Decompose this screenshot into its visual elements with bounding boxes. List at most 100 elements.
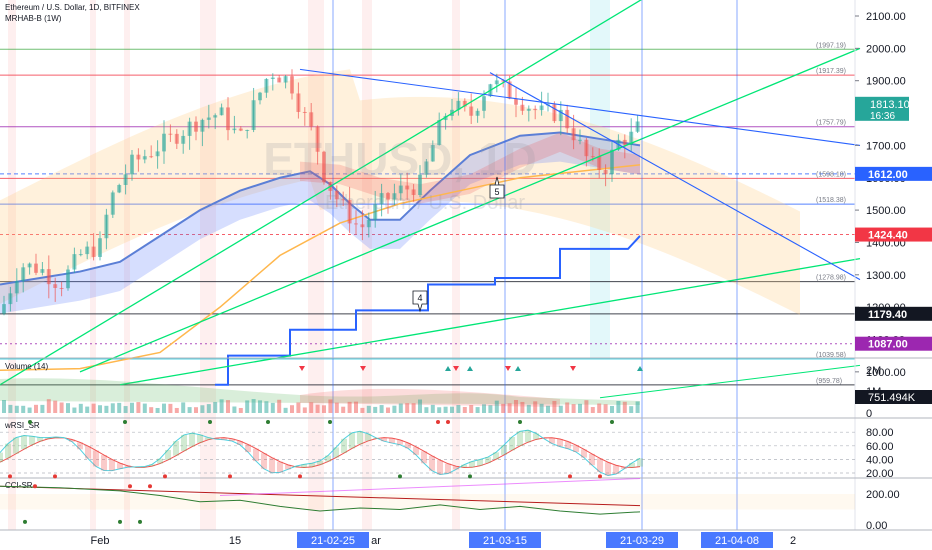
volume-bar <box>8 404 13 413</box>
price-tick-label: 1300.00 <box>866 270 906 282</box>
date-tag-label: 21-02-25 <box>311 535 355 547</box>
time-axis-label: 2 <box>790 535 796 547</box>
volume-bar <box>578 403 582 413</box>
cci-band <box>0 494 855 510</box>
volume-bar <box>450 406 454 413</box>
trendline-green <box>599 364 861 399</box>
candle-body <box>507 81 512 99</box>
indicator-label: MRHAB-B (1W) <box>5 14 62 23</box>
price-tag <box>855 166 932 181</box>
trendline-green <box>79 47 861 373</box>
candle-body <box>302 111 307 113</box>
rsi-marker <box>28 420 32 424</box>
volume-bar <box>264 401 269 413</box>
candle-body <box>142 156 147 160</box>
volume-bar <box>219 399 224 413</box>
volume-bar <box>309 402 314 413</box>
candle-body <box>334 190 339 200</box>
volume-bar <box>91 403 96 413</box>
candle-body <box>290 76 294 94</box>
candle-body <box>219 107 224 116</box>
rsi-tick-label: 80.00 <box>866 427 894 439</box>
date-tag <box>297 532 369 548</box>
current-price-tag <box>855 96 909 121</box>
volume-bar <box>315 404 320 413</box>
candle-body <box>494 80 499 85</box>
price-tick-label: 2000.00 <box>866 43 906 55</box>
candle-body <box>136 154 141 160</box>
candle-body <box>46 269 51 285</box>
watermark-name: Ethereum / U.S. Dollar <box>325 192 525 214</box>
candle-body <box>194 121 198 132</box>
volume-bar <box>437 407 442 413</box>
candle-body <box>418 174 422 195</box>
volume-bar <box>98 405 102 413</box>
volume-marker-up <box>467 366 473 371</box>
cci-marker <box>138 519 142 524</box>
volume-bar <box>46 399 51 413</box>
volume-bar <box>72 407 77 413</box>
rsi-marker <box>328 420 332 424</box>
candle-body <box>270 77 275 79</box>
price-tick-label: 1900.00 <box>866 76 906 88</box>
candle-body <box>341 199 346 201</box>
candle-body <box>398 185 403 194</box>
candle-body <box>322 151 326 182</box>
volume-bar <box>187 407 192 413</box>
candle-body <box>245 129 250 131</box>
candle-body <box>405 185 410 190</box>
candle-body <box>14 281 19 294</box>
volume-bar <box>552 400 557 413</box>
volume-bar <box>514 399 518 413</box>
shade-band <box>308 0 324 530</box>
rsi-marker <box>436 420 440 424</box>
volume-bar <box>539 403 544 413</box>
volume-bar <box>283 407 288 413</box>
volume-title: Volume (14) <box>5 362 48 371</box>
volume-bar <box>360 407 365 413</box>
volume-bar <box>379 405 384 413</box>
candle-body <box>386 193 390 200</box>
volume-bar <box>494 400 499 413</box>
candle-body <box>181 135 186 144</box>
candle-body <box>379 193 384 205</box>
volume-bar <box>59 402 64 413</box>
volume-tick-label: 2M <box>866 365 881 377</box>
volume-bar <box>590 407 595 413</box>
candle-body <box>251 100 256 130</box>
volume-bar <box>149 407 154 413</box>
volume-bar <box>482 404 486 413</box>
candle-body <box>226 107 230 131</box>
candle-body <box>366 219 371 228</box>
volume-bar <box>296 402 301 413</box>
volume-bar <box>546 405 550 413</box>
level-label: (1917.39) <box>816 68 846 75</box>
volume-bar <box>142 403 147 413</box>
candle-body <box>258 92 262 101</box>
candle-body <box>2 304 6 314</box>
volume-bar <box>635 401 640 413</box>
candle-body <box>597 156 602 170</box>
volume-bar <box>258 400 262 413</box>
level-label: (959.78) <box>816 378 842 385</box>
cci-marker <box>128 484 132 489</box>
volume-marker-up <box>637 366 643 371</box>
candle-body <box>309 112 314 127</box>
time-axis-label: Feb <box>91 535 110 547</box>
volume-bar <box>430 404 435 413</box>
cci-slow <box>0 485 641 507</box>
volume-bar <box>53 400 58 413</box>
candle-body <box>462 100 467 107</box>
candle-body <box>430 145 435 162</box>
candle-body <box>603 169 608 175</box>
volume-bar <box>213 401 218 413</box>
volume-bar <box>206 404 211 413</box>
cci-line <box>0 485 641 515</box>
candle-body <box>27 263 32 268</box>
date-tag-label: 21-03-15 <box>483 535 527 547</box>
trendline-blue <box>299 68 861 146</box>
candle-body <box>411 189 416 195</box>
candle-body <box>53 284 58 288</box>
volume-bar <box>533 401 538 413</box>
